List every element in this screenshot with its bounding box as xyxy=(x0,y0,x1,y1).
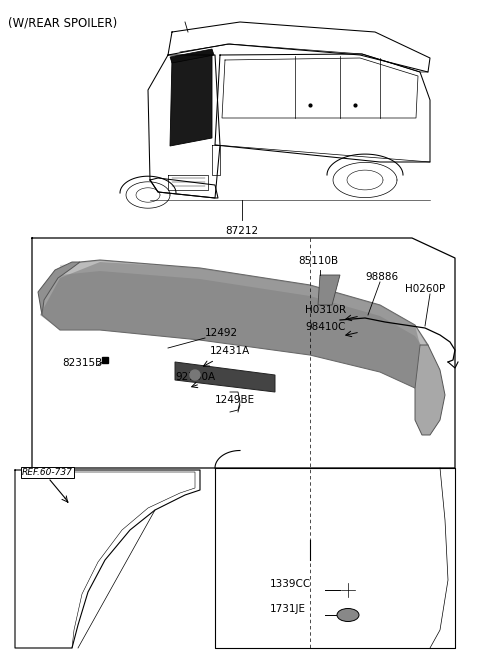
Text: 92750A: 92750A xyxy=(175,372,215,382)
Text: 1249BE: 1249BE xyxy=(215,395,255,405)
Text: 85110B: 85110B xyxy=(298,256,338,266)
Circle shape xyxy=(190,370,200,380)
Polygon shape xyxy=(175,362,275,392)
Text: H0310R: H0310R xyxy=(305,305,346,315)
Text: 98886: 98886 xyxy=(365,272,398,282)
Text: 12431A: 12431A xyxy=(210,346,250,356)
Polygon shape xyxy=(40,262,420,388)
Polygon shape xyxy=(318,275,340,305)
Text: 12492: 12492 xyxy=(205,328,238,338)
Polygon shape xyxy=(60,261,426,352)
Polygon shape xyxy=(170,49,214,63)
Ellipse shape xyxy=(337,609,359,621)
Polygon shape xyxy=(170,50,212,146)
Text: 1731JE: 1731JE xyxy=(270,604,306,614)
Text: 87212: 87212 xyxy=(226,226,259,236)
Text: 1339CC: 1339CC xyxy=(270,579,311,589)
Text: 98410C: 98410C xyxy=(305,322,346,332)
Text: REF.60-737: REF.60-737 xyxy=(22,468,73,477)
Polygon shape xyxy=(40,260,428,400)
Text: (W/REAR SPOILER): (W/REAR SPOILER) xyxy=(8,16,117,29)
Text: H0260P: H0260P xyxy=(405,284,445,294)
Polygon shape xyxy=(415,345,445,435)
Text: 82315B: 82315B xyxy=(62,358,102,368)
Polygon shape xyxy=(38,262,80,315)
